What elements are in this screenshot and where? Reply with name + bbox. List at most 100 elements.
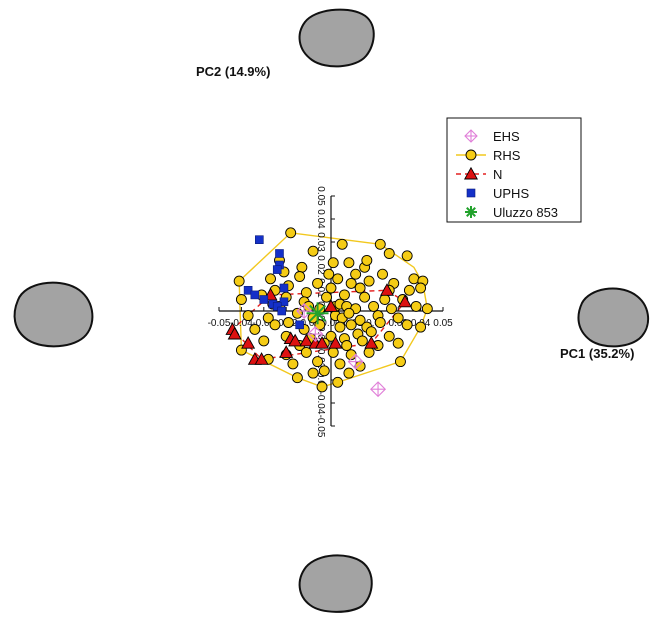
- legend-label-uphs: UPHS: [493, 186, 529, 201]
- rhs-point: [291, 372, 303, 384]
- rhs-point: [363, 346, 375, 358]
- rhs-point: [368, 300, 380, 312]
- rhs-point: [383, 330, 395, 342]
- rhs-point: [307, 367, 319, 379]
- rhs-point: [327, 346, 339, 358]
- legend-item-uphs: UPHS: [466, 186, 529, 201]
- n-point: [254, 352, 269, 365]
- rhs-point: [336, 238, 348, 250]
- rhs-point: [312, 277, 324, 289]
- rhs-point: [354, 360, 366, 372]
- uphs-point: [272, 302, 282, 311]
- rhs-point: [294, 271, 306, 282]
- rhs-point: [334, 321, 346, 333]
- rhs-point: [233, 275, 245, 287]
- legend-marker-uphs: [466, 188, 476, 198]
- rhs-point: [379, 294, 391, 305]
- y-tick-label: 0.01: [315, 278, 326, 298]
- rhs-point: [343, 307, 355, 319]
- series-rhs: [233, 227, 433, 393]
- x-tick-label: -0.03: [252, 318, 275, 329]
- uluzzo-853-point: [306, 302, 329, 325]
- legend-marker-uluzzo-853-stroke: [466, 207, 476, 217]
- rhs-point: [394, 356, 406, 368]
- rhs-point: [345, 277, 357, 289]
- rhs-point: [345, 319, 357, 331]
- legend-label-n: N: [493, 167, 502, 182]
- x-tick-label: -0.04: [230, 318, 253, 329]
- rhs-point: [363, 275, 375, 287]
- shape-outline-right: [577, 287, 650, 348]
- n-point: [328, 336, 343, 349]
- y-tick-label: 0.03: [315, 232, 326, 252]
- rhs-point: [300, 287, 312, 299]
- n-point: [364, 336, 379, 349]
- y-tick-label: -0.03: [315, 369, 326, 392]
- rhs-point: [334, 358, 346, 370]
- rhs-point: [343, 257, 355, 269]
- uphs-point: [272, 265, 282, 274]
- y-tick-label: 0.04: [315, 209, 326, 229]
- rhs-point: [332, 376, 344, 388]
- x-tick-label: -0.05: [208, 318, 231, 329]
- ehs-point: [296, 303, 313, 319]
- legend-label-uluzzo-853: Uluzzo 853: [493, 205, 558, 220]
- uphs-point: [279, 283, 289, 293]
- uphs-point: [277, 306, 287, 316]
- rhs-point: [282, 317, 294, 328]
- data-points: [225, 227, 433, 398]
- rhs-point: [343, 367, 355, 379]
- x-axis-title: PC1 (35.2%): [560, 346, 634, 361]
- rhs-point: [356, 335, 368, 347]
- rhs-point: [303, 300, 315, 312]
- rhs-point: [359, 291, 371, 303]
- y-tick-label: 0.02: [315, 255, 326, 275]
- uphs-point: [279, 297, 289, 307]
- y-axis-title: PC2 (14.9%): [196, 64, 270, 79]
- legend-item-n: N: [456, 166, 502, 182]
- rhs-point: [285, 227, 297, 239]
- y-tick-label: -0.04: [315, 392, 326, 415]
- ehs-point: [370, 381, 387, 398]
- uphs-point: [275, 249, 284, 258]
- legend-marker-n: [463, 166, 479, 180]
- rhs-point: [361, 254, 373, 266]
- rhs-point: [300, 346, 312, 358]
- legend-items: EHS RHS N UPHS Uluzzo 853: [456, 129, 558, 220]
- rhs-point: [287, 358, 299, 370]
- rhs-point: [410, 300, 422, 312]
- rhs-point: [312, 356, 324, 368]
- rhs-point: [354, 314, 366, 326]
- y-tick-label: 0.05: [315, 186, 326, 206]
- rhs-point: [332, 273, 344, 285]
- rhs-point: [338, 289, 350, 301]
- uphs-point: [250, 290, 260, 300]
- n-point: [397, 294, 412, 308]
- rhs-point: [401, 319, 413, 331]
- uphs-point: [243, 285, 253, 295]
- shape-outline-top: [298, 8, 375, 68]
- series-uphs: [243, 235, 304, 330]
- series-n: [225, 283, 412, 365]
- n-point: [323, 299, 339, 312]
- x-tick-label: 0.05: [433, 318, 453, 329]
- n-point: [379, 283, 395, 296]
- n-point: [299, 333, 314, 347]
- uphs-point: [255, 235, 264, 244]
- uphs-point: [295, 320, 304, 330]
- rhs-point: [307, 245, 319, 257]
- shape-outline-bottom: [298, 554, 373, 613]
- rhs-point: [386, 303, 397, 315]
- legend-marker-uluzzo-853: [465, 206, 477, 218]
- rhs-point: [377, 268, 388, 280]
- legend-label-ehs: EHS: [493, 129, 520, 144]
- series-ehs: [296, 303, 387, 398]
- rhs-point: [325, 282, 337, 294]
- n-point: [315, 336, 330, 349]
- n-point: [288, 333, 303, 347]
- ehs-point: [307, 326, 324, 342]
- uphs-point: [259, 295, 269, 304]
- rhs-point: [323, 268, 335, 280]
- rhs-point: [269, 319, 281, 331]
